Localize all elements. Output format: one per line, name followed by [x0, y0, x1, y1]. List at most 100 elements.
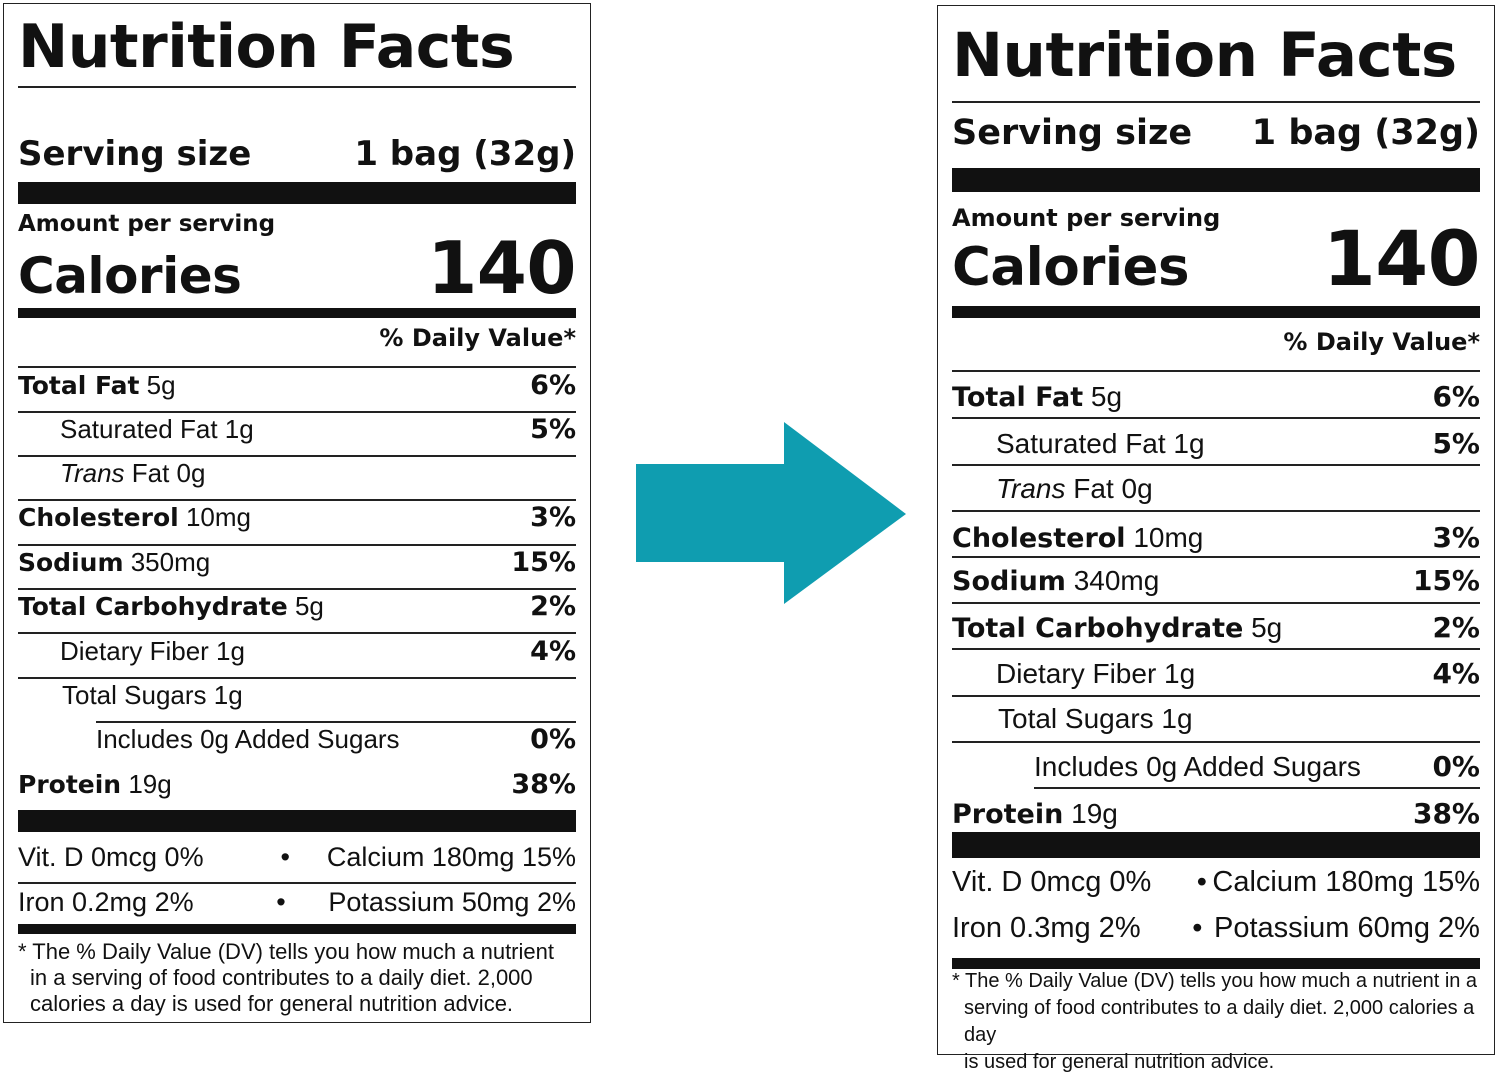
- nutrient-name: Cholesterol 10mg: [952, 522, 1204, 554]
- right-arrow-icon: [636, 422, 906, 604]
- vitamin-row: Iron 0.3mg 2% • Potassium 60mg 2%: [952, 912, 1480, 945]
- row-divider: [952, 602, 1480, 604]
- calories-value: 140: [427, 226, 576, 310]
- nutrient-name: Total Sugars 1g: [998, 703, 1193, 734]
- daily-value-percent: 5%: [530, 414, 576, 445]
- daily-value-percent: 15%: [1412, 564, 1480, 597]
- nutrient-name: Saturated Fat 1g: [60, 414, 254, 444]
- vitamin-row: Iron 0.2mg 2% • Potassium 50mg 2%: [18, 887, 576, 918]
- nutrition-label-original: Nutrition Facts Serving size 1 bag (32g)…: [3, 3, 591, 1023]
- daily-value-percent: 0%: [1432, 750, 1480, 783]
- daily-value-percent: 6%: [530, 370, 576, 401]
- vitamin-right: Potassium 50mg 2%: [328, 887, 576, 917]
- footnote-line: is used for general nutrition advice.: [964, 1051, 1275, 1073]
- row-divider: [952, 417, 1480, 419]
- nutrient-row: Total Sugars 1g: [952, 703, 1480, 735]
- nutrient-name: Total Carbohydrate 5g: [18, 591, 324, 621]
- serving-size-value: 1 bag (32g): [1251, 113, 1480, 153]
- amount-per-serving: Amount per serving: [952, 204, 1221, 232]
- nutrient-row: Includes 0g Added Sugars 0%: [952, 750, 1480, 783]
- nutrient-name: Protein 19g: [18, 769, 172, 799]
- nutrient-name: Includes 0g Added Sugars: [96, 724, 400, 754]
- nutrition-label-updated: Nutrition Facts Serving size 1 bag (32g)…: [937, 5, 1495, 1073]
- row-divider: [18, 882, 576, 884]
- row-divider: [18, 366, 576, 368]
- row-divider: [1034, 787, 1480, 789]
- nutrient-name: Sodium 340mg: [952, 565, 1160, 597]
- vitamin-right: Calcium 180mg 15%: [1212, 866, 1480, 898]
- daily-value-percent: 4%: [1432, 657, 1480, 690]
- nutrient-row: Sodium 340mg 15%: [952, 564, 1480, 597]
- daily-value-percent: 6%: [1432, 380, 1480, 413]
- row-divider: [18, 588, 576, 590]
- daily-value-percent: 0%: [530, 724, 576, 755]
- amount-per-serving: Amount per serving: [18, 211, 276, 237]
- nutrient-row: Trans Fat 0g: [952, 473, 1480, 505]
- nutrient-name: Total Fat 5g: [18, 370, 176, 400]
- nutrient-row: Protein 19g 38%: [952, 797, 1480, 830]
- nutrient-name: Sodium 350mg: [18, 547, 211, 577]
- calories-label: Calories: [18, 247, 242, 305]
- daily-value-percent: 2%: [530, 591, 576, 622]
- footnote-line: * The % Daily Value (DV) tells you how m…: [18, 939, 554, 964]
- nutrient-name: Total Fat 5g: [952, 381, 1123, 413]
- bullet: •: [280, 842, 290, 872]
- label-title: Nutrition Facts: [18, 12, 515, 82]
- arrow-shape: [636, 422, 906, 604]
- row-divider: [18, 411, 576, 413]
- serving-size-row: Serving size 1 bag (32g): [952, 113, 1480, 153]
- nutrient-row: Dietary Fiber 1g 4%: [18, 636, 576, 667]
- nutrient-row: Dietary Fiber 1g 4%: [952, 657, 1480, 690]
- row-divider: [952, 695, 1480, 697]
- footnote-line: calories a day is used for general nutri…: [30, 991, 514, 1016]
- footnote: * The % Daily Value (DV) tells you how m…: [952, 968, 1480, 1076]
- row-divider: [18, 455, 576, 457]
- nutrient-name: Trans Fat 0g: [996, 473, 1153, 504]
- serving-size-label: Serving size: [18, 134, 252, 174]
- vitamin-right: Potassium 60mg 2%: [1214, 912, 1480, 944]
- vitamin-row: Vit. D 0mcg 0% • Calcium 180mg 15%: [18, 842, 576, 873]
- nutrient-name: Protein 19g: [952, 798, 1118, 830]
- nutrient-name: Dietary Fiber 1g: [60, 636, 245, 666]
- nutrient-row: Cholesterol 10mg 3%: [18, 502, 576, 533]
- daily-value-percent: 2%: [1432, 611, 1480, 644]
- nutrient-row: Total Fat 5g 6%: [18, 370, 576, 401]
- nutrient-row: Total Sugars 1g: [18, 680, 576, 711]
- daily-value-percent: 4%: [530, 636, 576, 667]
- daily-value-percent: 3%: [530, 502, 576, 533]
- vitamin-left: Iron 0.2mg 2%: [18, 887, 194, 917]
- serving-size-value: 1 bag (32g): [354, 134, 576, 174]
- vitamin-left: Vit. D 0mcg 0%: [18, 842, 204, 872]
- row-divider: [952, 510, 1480, 512]
- calories-row: Calories 140: [18, 226, 576, 310]
- label-title: Nutrition Facts: [952, 20, 1457, 91]
- row-divider: [952, 741, 1480, 743]
- nutrient-row: Protein 19g 38%: [18, 769, 576, 800]
- nutrient-row: Total Fat 5g 6%: [952, 380, 1480, 413]
- row-divider: [952, 648, 1480, 650]
- nutrient-name: Dietary Fiber 1g: [996, 658, 1196, 689]
- vitamin-left: Iron 0.3mg 2%: [952, 912, 1141, 944]
- nutrient-row: Cholesterol 10mg 3%: [952, 521, 1480, 554]
- row-divider: [952, 556, 1480, 558]
- vitamin-left: Vit. D 0mcg 0%: [952, 866, 1152, 898]
- row-divider: [18, 677, 576, 679]
- daily-value-percent: 5%: [1432, 427, 1480, 460]
- nutrient-row: Saturated Fat 1g 5%: [18, 414, 576, 445]
- calories-label: Calories: [952, 237, 1190, 298]
- calories-row: Calories 140: [952, 214, 1481, 303]
- row-divider: [18, 499, 576, 501]
- daily-value-percent: 3%: [1432, 521, 1480, 554]
- vitamin-right: Calcium 180mg 15%: [326, 842, 576, 872]
- serving-size-row: Serving size 1 bag (32g): [18, 134, 576, 174]
- row-divider: [952, 370, 1480, 372]
- bullet: •: [1192, 912, 1203, 944]
- vitamin-row: Vit. D 0mcg 0% • Calcium 180mg 15%: [952, 866, 1480, 899]
- nutrient-row: Total Carbohydrate 5g 2%: [18, 591, 576, 622]
- nutrient-row: Sodium 350mg 15%: [18, 547, 576, 578]
- daily-value-percent: 38%: [1412, 797, 1480, 830]
- footnote: * The % Daily Value (DV) tells you how m…: [18, 939, 576, 1017]
- serving-size-label: Serving size: [952, 113, 1193, 153]
- row-divider: [952, 464, 1480, 466]
- calories-value: 140: [1322, 214, 1481, 303]
